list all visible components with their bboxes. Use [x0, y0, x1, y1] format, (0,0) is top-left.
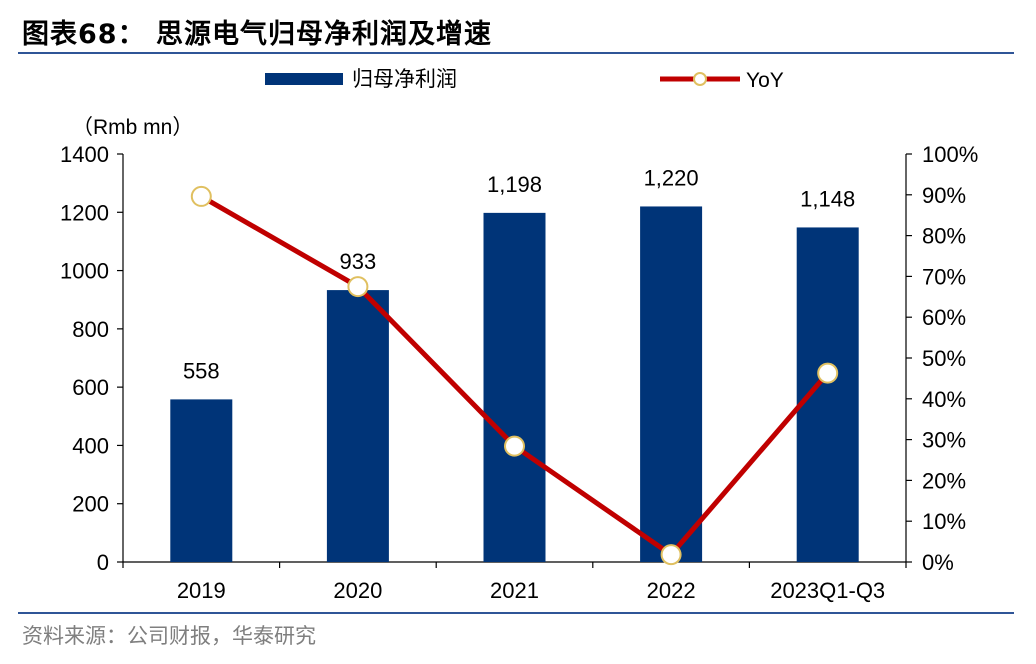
source-note: 资料来源：公司财报，华泰研究 [22, 624, 316, 648]
y-left-tick-label: 1200 [60, 200, 109, 225]
bar-data-label: 558 [183, 358, 220, 383]
legend-line-label: YoY [746, 69, 784, 92]
x-tick-label: 2020 [333, 578, 382, 603]
yoy-point [504, 435, 525, 457]
figure-title: 图表68： 思源电气归母净利润及增速 [22, 19, 492, 50]
y-right-tick-label: 100% [922, 142, 978, 167]
bar [483, 212, 546, 562]
yoy-point [190, 185, 212, 207]
bars [170, 206, 859, 562]
y-right-tick-label: 90% [922, 183, 966, 208]
legend-line-marker [693, 72, 707, 86]
y-left-tick-label: 600 [72, 375, 109, 400]
bar-data-label: 1,148 [800, 186, 855, 211]
bar-data-label: 1,198 [487, 172, 542, 197]
y-left-axis-label: （Rmb mn） [72, 116, 193, 139]
bar [326, 290, 389, 562]
y-left-tick-label: 0 [97, 550, 109, 575]
legend-bar-label: 归母净利润 [352, 68, 457, 91]
bar [640, 206, 703, 562]
y-right-tick-label: 20% [922, 468, 966, 493]
axes: 0 200 400 600 800 1000 1200 1400 0% 10% 20% 30% 40% 5… [60, 142, 978, 575]
y-right-tick-label: 0% [922, 550, 954, 575]
y-left-tick-label: 800 [72, 317, 109, 342]
bar-data-label: 933 [340, 249, 377, 274]
y-right-tick-label: 50% [922, 346, 966, 371]
y-right-tick-label: 40% [922, 387, 966, 412]
y-right-tick-label: 10% [922, 509, 966, 534]
bar-labels: 558 933 1,198 1,220 1,148 [183, 165, 855, 383]
yoy-point [347, 276, 369, 298]
y-left-tick-label: 1400 [60, 142, 109, 167]
legend: 归母净利润 YoY [265, 68, 784, 92]
y-right-tick-label: 60% [922, 305, 966, 330]
y-left-tick-label: 400 [72, 433, 109, 458]
y-right-tick-label: 30% [922, 428, 966, 453]
y-right-tick-label: 80% [922, 224, 966, 249]
x-tick-label: 2021 [490, 578, 539, 603]
legend-bar-swatch [265, 73, 343, 85]
x-tick-labels: 2019 2020 2021 2022 2023Q1-Q3 [177, 578, 885, 603]
y-left-tick-label: 200 [72, 492, 109, 517]
yoy-line [190, 185, 839, 566]
yoy-point [817, 362, 839, 384]
bar [170, 399, 233, 562]
y-left-tick-label: 1000 [60, 259, 109, 284]
x-tick-label: 2019 [177, 578, 226, 603]
y-right-tick-label: 70% [922, 264, 966, 289]
bar-data-label: 1,220 [644, 165, 699, 190]
x-tick-label: 2022 [647, 578, 696, 603]
top-rule [18, 52, 1014, 54]
x-tick-label: 2023Q1-Q3 [770, 578, 885, 603]
bottom-rule [18, 612, 1014, 614]
yoy-point [660, 544, 682, 566]
